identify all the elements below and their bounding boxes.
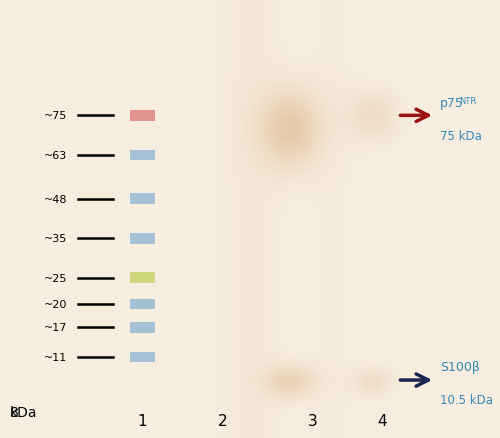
Text: 3: 3	[308, 413, 318, 428]
Text: p75: p75	[440, 96, 464, 110]
Bar	[130, 111, 155, 121]
Bar	[130, 150, 155, 161]
Text: 2: 2	[218, 413, 228, 428]
Text: ~48: ~48	[44, 194, 68, 204]
Text: kDa: kDa	[10, 405, 38, 419]
Bar	[130, 299, 155, 310]
Text: ~17: ~17	[44, 323, 68, 332]
Text: ~20: ~20	[44, 300, 68, 309]
Text: ~35: ~35	[44, 234, 68, 244]
Text: 1: 1	[138, 413, 147, 428]
Text: 8: 8	[10, 405, 19, 419]
Text: ~63: ~63	[44, 151, 68, 160]
Bar	[130, 233, 155, 244]
Text: ~11: ~11	[44, 352, 68, 362]
Text: S100β: S100β	[440, 360, 480, 374]
Text: ~75: ~75	[44, 111, 68, 121]
Text: 75 kDa: 75 kDa	[440, 129, 482, 142]
Bar	[130, 273, 155, 283]
Bar	[130, 322, 155, 333]
Text: 4: 4	[378, 413, 388, 428]
Bar	[130, 352, 155, 362]
Text: 10.5 kDa: 10.5 kDa	[440, 393, 493, 406]
Text: NTR: NTR	[459, 97, 476, 106]
Text: ~25: ~25	[44, 273, 68, 283]
Bar	[130, 194, 155, 205]
